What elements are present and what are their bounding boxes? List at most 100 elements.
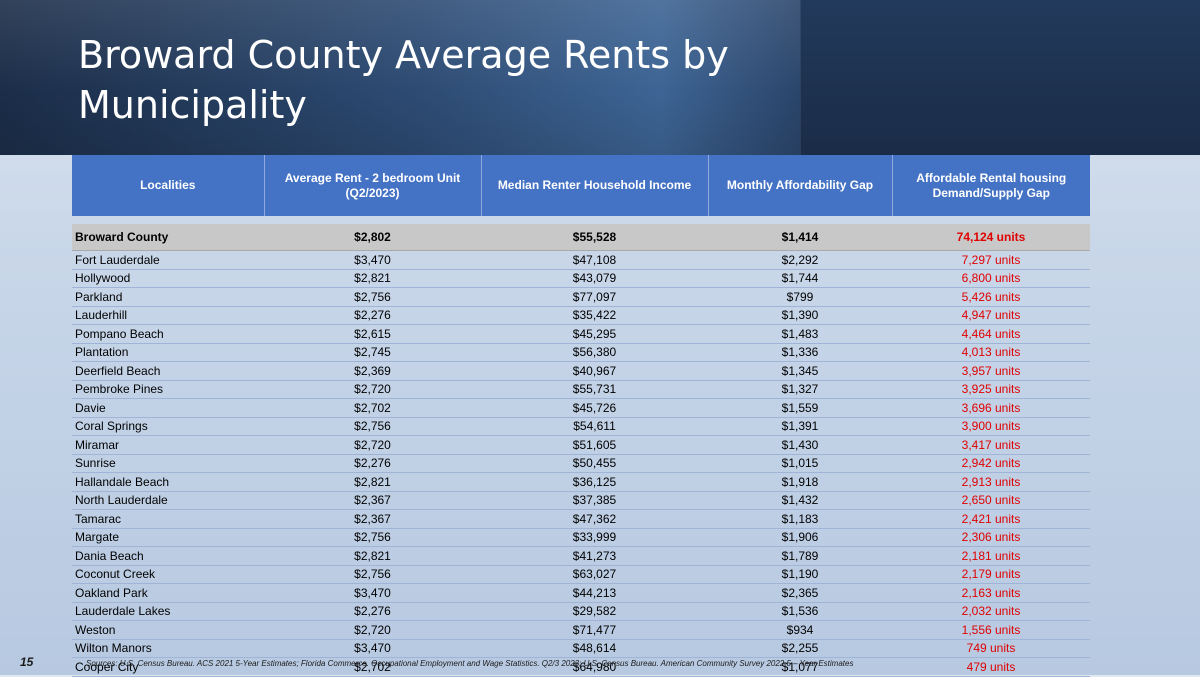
- table-row: Davie $2,702 $45,726 $1,559 3,696 units: [72, 398, 1090, 418]
- cell-gap: $934: [708, 620, 892, 640]
- cell-locality: Pompano Beach: [72, 324, 264, 344]
- cell-gap: $2,365: [708, 583, 892, 603]
- cell-income: $64,980: [481, 657, 708, 677]
- banner-right-panel: [800, 0, 1200, 155]
- header-demand-supply-gap: Affordable Rental housing Demand/Supply …: [892, 155, 1090, 216]
- cell-gap: $799: [708, 287, 892, 307]
- cell-gap: $2,255: [708, 639, 892, 658]
- summary-locality: Broward County: [72, 224, 264, 251]
- cell-rent: $2,756: [264, 565, 481, 584]
- cell-rent: $2,745: [264, 343, 481, 362]
- cell-units: 2,650 units: [892, 491, 1090, 510]
- cell-gap: $1,906: [708, 528, 892, 547]
- cell-rent: $2,720: [264, 620, 481, 640]
- table-row: Cooper City $2,702 $64,980 $1,077 479 units: [72, 657, 1090, 677]
- cell-units: 2,942 units: [892, 454, 1090, 473]
- cell-income: $45,726: [481, 398, 708, 418]
- table-row: Plantation $2,745 $56,380 $1,336 4,013 units: [72, 343, 1090, 362]
- cell-rent: $2,276: [264, 454, 481, 473]
- header-localities: Localities: [72, 155, 265, 216]
- cell-locality: Wilton Manors: [72, 639, 264, 658]
- cell-units: 7,297 units: [892, 250, 1090, 270]
- cell-units: 2,032 units: [892, 602, 1090, 621]
- cell-locality: Davie: [72, 398, 264, 418]
- cell-rent: $2,821: [264, 269, 481, 288]
- cell-income: $63,027: [481, 565, 708, 584]
- cell-locality: Tamarac: [72, 509, 264, 529]
- cell-gap: $1,183: [708, 509, 892, 529]
- header-row: Localities Average Rent - 2 bedroom Unit…: [72, 155, 1090, 216]
- cell-rent: $2,756: [264, 528, 481, 547]
- table-row: Hallandale Beach $2,821 $36,125 $1,918 2,913…: [72, 472, 1090, 492]
- cell-income: $54,611: [481, 417, 708, 436]
- cell-units: 4,464 units: [892, 324, 1090, 344]
- cell-rent: $3,470: [264, 250, 481, 270]
- cell-locality: Lauderhill: [72, 306, 264, 325]
- header-average-rent: Average Rent - 2 bedroom Unit (Q2/2023): [264, 155, 482, 216]
- page-number: 15: [20, 655, 34, 669]
- cell-income: $55,731: [481, 380, 708, 399]
- sources-note: Sources: U.S. Census Bureau. ACS 2021 5-…: [86, 659, 854, 668]
- table-header: Localities Average Rent - 2 bedroom Unit…: [72, 155, 1090, 216]
- cell-rent: $2,720: [264, 435, 481, 455]
- cell-units: 2,421 units: [892, 509, 1090, 529]
- cell-gap: $1,390: [708, 306, 892, 325]
- cell-locality: Dania Beach: [72, 546, 264, 566]
- cell-locality: Oakland Park: [72, 583, 264, 603]
- cell-locality: Coral Springs: [72, 417, 264, 436]
- cell-locality: Weston: [72, 620, 264, 640]
- cell-gap: $2,292: [708, 250, 892, 270]
- cell-units: 2,181 units: [892, 546, 1090, 566]
- spacer-cell: [72, 216, 1090, 224]
- cell-units: 3,900 units: [892, 417, 1090, 436]
- cell-income: $47,108: [481, 250, 708, 270]
- header-median-income: Median Renter Household Income: [481, 155, 709, 216]
- rents-table-container: Localities Average Rent - 2 bedroom Unit…: [72, 155, 1090, 677]
- table-row: Parkland $2,756 $77,097 $799 5,426 units: [72, 287, 1090, 307]
- cell-locality: Plantation: [72, 343, 264, 362]
- cell-units: 479 units: [892, 657, 1090, 677]
- cell-income: $51,605: [481, 435, 708, 455]
- cell-gap: $1,559: [708, 398, 892, 418]
- cell-income: $71,477: [481, 620, 708, 640]
- cell-rent: $3,470: [264, 583, 481, 603]
- cell-rent: $2,367: [264, 509, 481, 529]
- cell-income: $40,967: [481, 361, 708, 381]
- banner-sheen: [0, 0, 800, 155]
- spacer-row: [72, 216, 1090, 224]
- table-row: Margate $2,756 $33,999 $1,906 2,306 units: [72, 528, 1090, 547]
- cell-gap: $1,432: [708, 491, 892, 510]
- cell-units: 6,800 units: [892, 269, 1090, 288]
- cell-gap: $1,430: [708, 435, 892, 455]
- cell-units: 3,696 units: [892, 398, 1090, 418]
- cell-locality: North Lauderdale: [72, 491, 264, 510]
- summary-income: $55,528: [481, 224, 708, 251]
- table-row: Fort Lauderdale $3,470 $47,108 $2,292 7,297 …: [72, 250, 1090, 270]
- cell-income: $36,125: [481, 472, 708, 492]
- cell-locality: Fort Lauderdale: [72, 250, 264, 270]
- cell-locality: Margate: [72, 528, 264, 547]
- cell-rent: $2,276: [264, 602, 481, 621]
- cell-gap: $1,391: [708, 417, 892, 436]
- cell-rent: $2,367: [264, 491, 481, 510]
- cell-units: 2,306 units: [892, 528, 1090, 547]
- table-body: Broward County $2,802 $55,528 $1,414 74,…: [72, 216, 1090, 677]
- cell-income: $33,999: [481, 528, 708, 547]
- cell-units: 3,925 units: [892, 380, 1090, 399]
- rents-table: Localities Average Rent - 2 bedroom Unit…: [72, 155, 1090, 677]
- cell-gap: $1,015: [708, 454, 892, 473]
- header-affordability-gap: Monthly Affordability Gap: [708, 155, 893, 216]
- cell-gap: $1,190: [708, 565, 892, 584]
- title-banner: Broward County Average Rents by Municipa…: [0, 0, 1200, 155]
- cell-rent: $2,821: [264, 546, 481, 566]
- cell-locality: Hollywood: [72, 269, 264, 288]
- cell-locality: Miramar: [72, 435, 264, 455]
- cell-locality: Deerfield Beach: [72, 361, 264, 381]
- cell-income: $43,079: [481, 269, 708, 288]
- cell-income: $77,097: [481, 287, 708, 307]
- cell-rent: $2,276: [264, 306, 481, 325]
- cell-units: 2,179 units: [892, 565, 1090, 584]
- cell-income: $35,422: [481, 306, 708, 325]
- slide-title: Broward County Average Rents by Municipa…: [78, 33, 729, 127]
- cell-gap: $1,789: [708, 546, 892, 566]
